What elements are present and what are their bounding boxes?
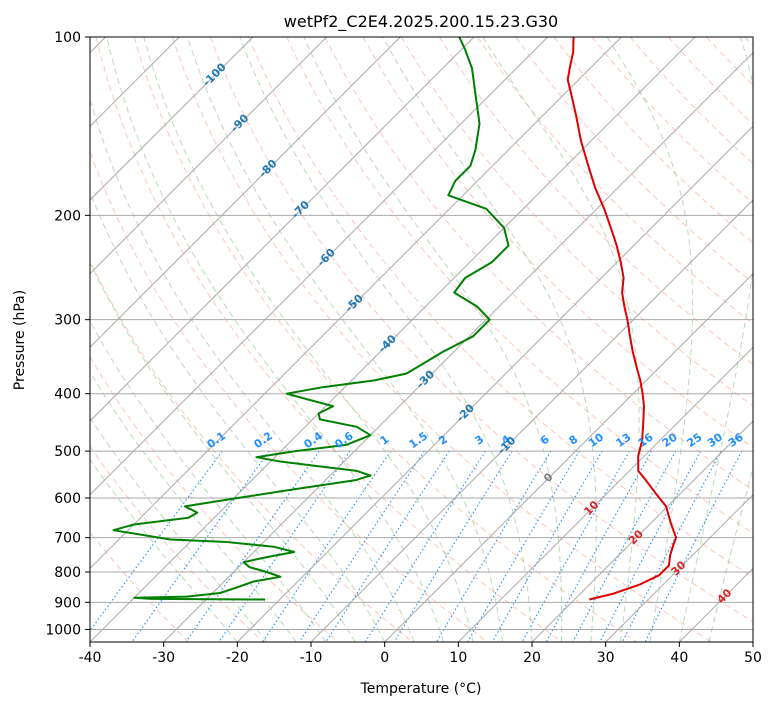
x-tick-label: -30 (152, 650, 175, 666)
y-tick-label: 200 (54, 208, 81, 224)
x-tick-label: 20 (523, 650, 541, 666)
x-tick-label: -10 (300, 650, 323, 666)
y-tick-label: 300 (54, 313, 81, 329)
y-tick-label: 800 (54, 565, 81, 581)
x-tick-label: -40 (79, 650, 102, 666)
y-axis-label: Pressure (hPa) (12, 290, 28, 390)
y-tick-label: 1000 (45, 622, 81, 638)
x-tick-label: -20 (226, 650, 249, 666)
chart-title: wetPf2_C2E4.2025.200.15.23.G30 (284, 12, 558, 32)
x-axis-label: Temperature (°C) (360, 681, 482, 697)
y-tick-label: 500 (54, 444, 81, 460)
x-tick-label: 0 (380, 650, 389, 666)
y-tick-label: 900 (54, 595, 81, 611)
y-tick-label: 600 (54, 491, 81, 507)
x-tick-label: 50 (744, 650, 762, 666)
y-tick-label: 400 (54, 387, 81, 403)
x-tick-label: 10 (449, 650, 467, 666)
y-tick-label: 100 (54, 30, 81, 46)
x-tick-label: 40 (670, 650, 688, 666)
y-tick-label: 700 (54, 531, 81, 547)
x-tick-label: 30 (597, 650, 615, 666)
